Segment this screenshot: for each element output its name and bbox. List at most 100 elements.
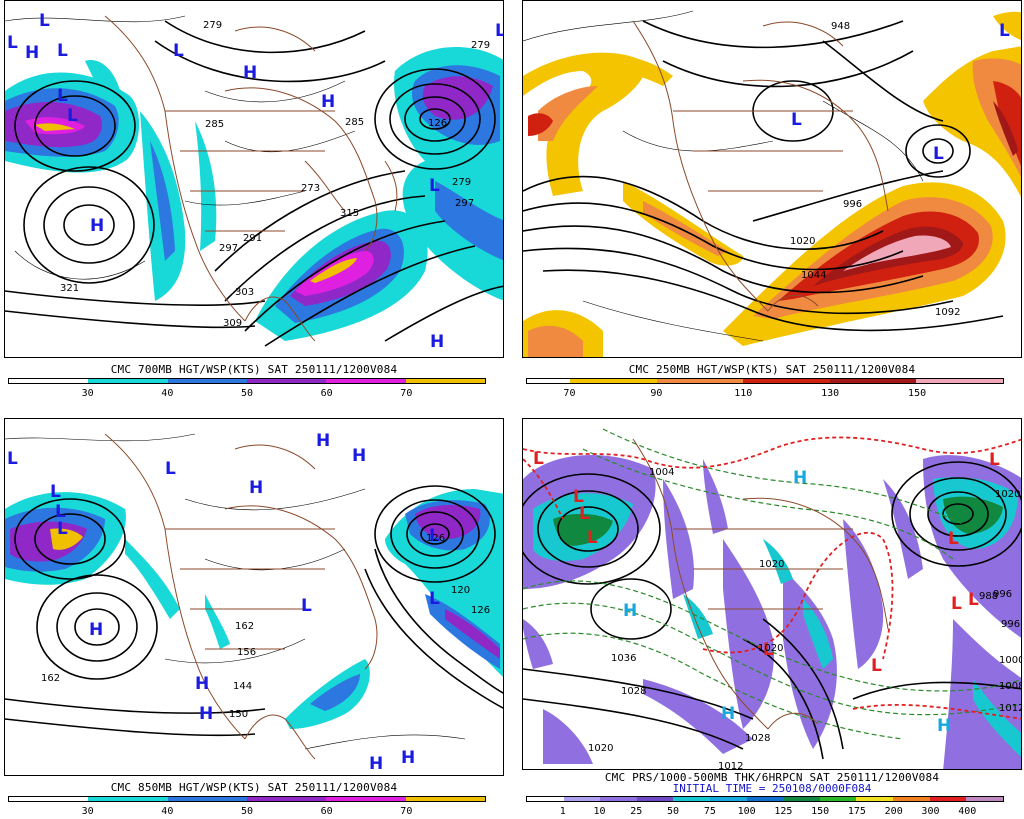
map-250mb: L L L 948 1020 1044 1092 996 xyxy=(522,0,1022,358)
svg-text:120: 120 xyxy=(451,585,470,596)
colorbar-segment xyxy=(207,797,248,801)
low-marker: L xyxy=(165,459,176,479)
colorbar-segment xyxy=(207,379,248,383)
contour-labels: 162 156 144 150 126 120 162 126 xyxy=(41,533,490,720)
colorbar-segment xyxy=(673,797,711,801)
colorbar-segment xyxy=(247,379,287,383)
high-marker: H xyxy=(401,748,415,768)
low-marker: L xyxy=(763,640,774,660)
colorbar-tick-label: 90 xyxy=(650,388,663,399)
svg-text:1004: 1004 xyxy=(649,467,674,478)
colorbar-tick-label: 400 xyxy=(958,806,977,817)
height-contours xyxy=(5,20,503,347)
high-marker: H xyxy=(90,216,104,236)
height-contours xyxy=(5,485,503,737)
colorbar-tick-label: 30 xyxy=(81,806,94,817)
svg-text:1012: 1012 xyxy=(999,703,1022,714)
colorbar-segment xyxy=(613,379,657,383)
colorbar-segment xyxy=(656,379,701,383)
colorbar-tick-label: 150 xyxy=(811,806,830,817)
colorbar-segment xyxy=(9,379,49,383)
map-250mb-graphic: L L L 948 1020 1044 1092 996 xyxy=(523,10,1021,357)
low-marker: L xyxy=(533,449,544,469)
svg-text:1036: 1036 xyxy=(611,653,636,664)
panel-caption: CMC PRS/1000-500MB THK/6HRPCN SAT 250111… xyxy=(604,771,940,784)
high-marker: H xyxy=(199,704,213,724)
high-marker: H xyxy=(430,332,444,352)
colorbar-tick-label: 110 xyxy=(734,388,753,399)
colorbar-tick-label: 25 xyxy=(630,806,643,817)
low-marker: L xyxy=(495,21,504,41)
colorbar-segment xyxy=(9,797,49,801)
high-marker: H xyxy=(623,601,637,621)
svg-text:1092: 1092 xyxy=(935,307,960,318)
colorbar-tick-label: 40 xyxy=(161,388,174,399)
svg-text:H: H xyxy=(25,43,39,63)
colorbar-segment xyxy=(959,379,1003,383)
colorbar-tick-label: 70 xyxy=(563,388,576,399)
colorbar-tick-label: 40 xyxy=(161,806,174,817)
map-prs-graphic: H H H H L L L L L L L L L L 1004 1036 10… xyxy=(523,428,1022,770)
colorbar-segment xyxy=(916,379,960,383)
svg-text:279: 279 xyxy=(452,177,471,188)
map-prs: H H H H L L L L L L L L L L 1004 1036 10… xyxy=(522,418,1022,770)
low-marker: L xyxy=(791,110,802,130)
svg-text:1000: 1000 xyxy=(999,655,1022,666)
colorbar-tick-label: 100 xyxy=(737,806,756,817)
colorbar-segment xyxy=(286,379,327,383)
low-marker: L xyxy=(951,594,962,614)
high-marker: H xyxy=(243,63,257,83)
colorbar-segment xyxy=(445,379,486,383)
low-marker: L xyxy=(67,106,78,126)
low-marker: L xyxy=(948,529,959,549)
colorbar-segment xyxy=(527,797,564,801)
colorbar-segment xyxy=(783,797,820,801)
svg-text:150: 150 xyxy=(229,709,248,720)
colorbar-segment xyxy=(326,797,367,801)
colorbar-tick-label: 200 xyxy=(884,806,903,817)
colorbar-tick-label: 70 xyxy=(400,388,413,399)
low-marker: L xyxy=(7,449,18,469)
svg-text:1012: 1012 xyxy=(718,761,743,770)
high-marker: H xyxy=(249,478,263,498)
thickness-540-line xyxy=(523,436,1021,720)
svg-text:285: 285 xyxy=(205,119,224,130)
svg-text:303: 303 xyxy=(235,287,254,298)
low-marker: L xyxy=(50,482,61,502)
low-marker: L xyxy=(57,86,68,106)
low-marker: L xyxy=(429,526,440,546)
svg-text:1028: 1028 xyxy=(745,733,770,744)
high-marker: H xyxy=(316,431,330,451)
colorbar xyxy=(8,378,486,384)
svg-text:126: 126 xyxy=(471,605,490,616)
svg-text:948: 948 xyxy=(831,21,850,32)
pressure-centers-extra: H xyxy=(25,43,39,63)
high-marker: H xyxy=(937,716,951,736)
high-marker: H xyxy=(321,92,335,112)
thin-contours xyxy=(5,433,466,750)
colorbar-segment xyxy=(600,797,637,801)
panel-caption: CMC 850MB HGT/WSP(KTS) SAT 250111/1200V0… xyxy=(110,781,398,794)
colorbar-tick-label: 60 xyxy=(320,806,333,817)
colorbar-tick-label: 60 xyxy=(320,388,333,399)
svg-text:1020: 1020 xyxy=(758,643,783,654)
colorbar-segment xyxy=(893,797,930,801)
colorbar-tick-label: 175 xyxy=(847,806,866,817)
high-marker: H xyxy=(195,674,209,694)
wind-shading xyxy=(5,47,503,341)
pressure-centers: H H H H L L L L L L L L xyxy=(7,11,504,352)
colorbar-segment xyxy=(286,797,327,801)
colorbar-segment xyxy=(405,797,446,801)
low-marker: L xyxy=(55,502,66,522)
svg-text:144: 144 xyxy=(233,681,252,692)
colorbar-segment xyxy=(48,797,89,801)
contour-labels: 279 285 297 291 303 309 321 273 279 285 … xyxy=(60,20,490,329)
low-marker: L xyxy=(579,504,590,524)
low-marker: L xyxy=(989,450,1000,470)
colorbar-segment xyxy=(128,379,168,383)
colorbar-ticks: 30 40 50 60 70 xyxy=(8,388,486,400)
low-marker: L xyxy=(57,519,68,539)
svg-text:291: 291 xyxy=(243,233,262,244)
geo-boundaries xyxy=(104,433,378,760)
svg-text:1028: 1028 xyxy=(621,686,646,697)
